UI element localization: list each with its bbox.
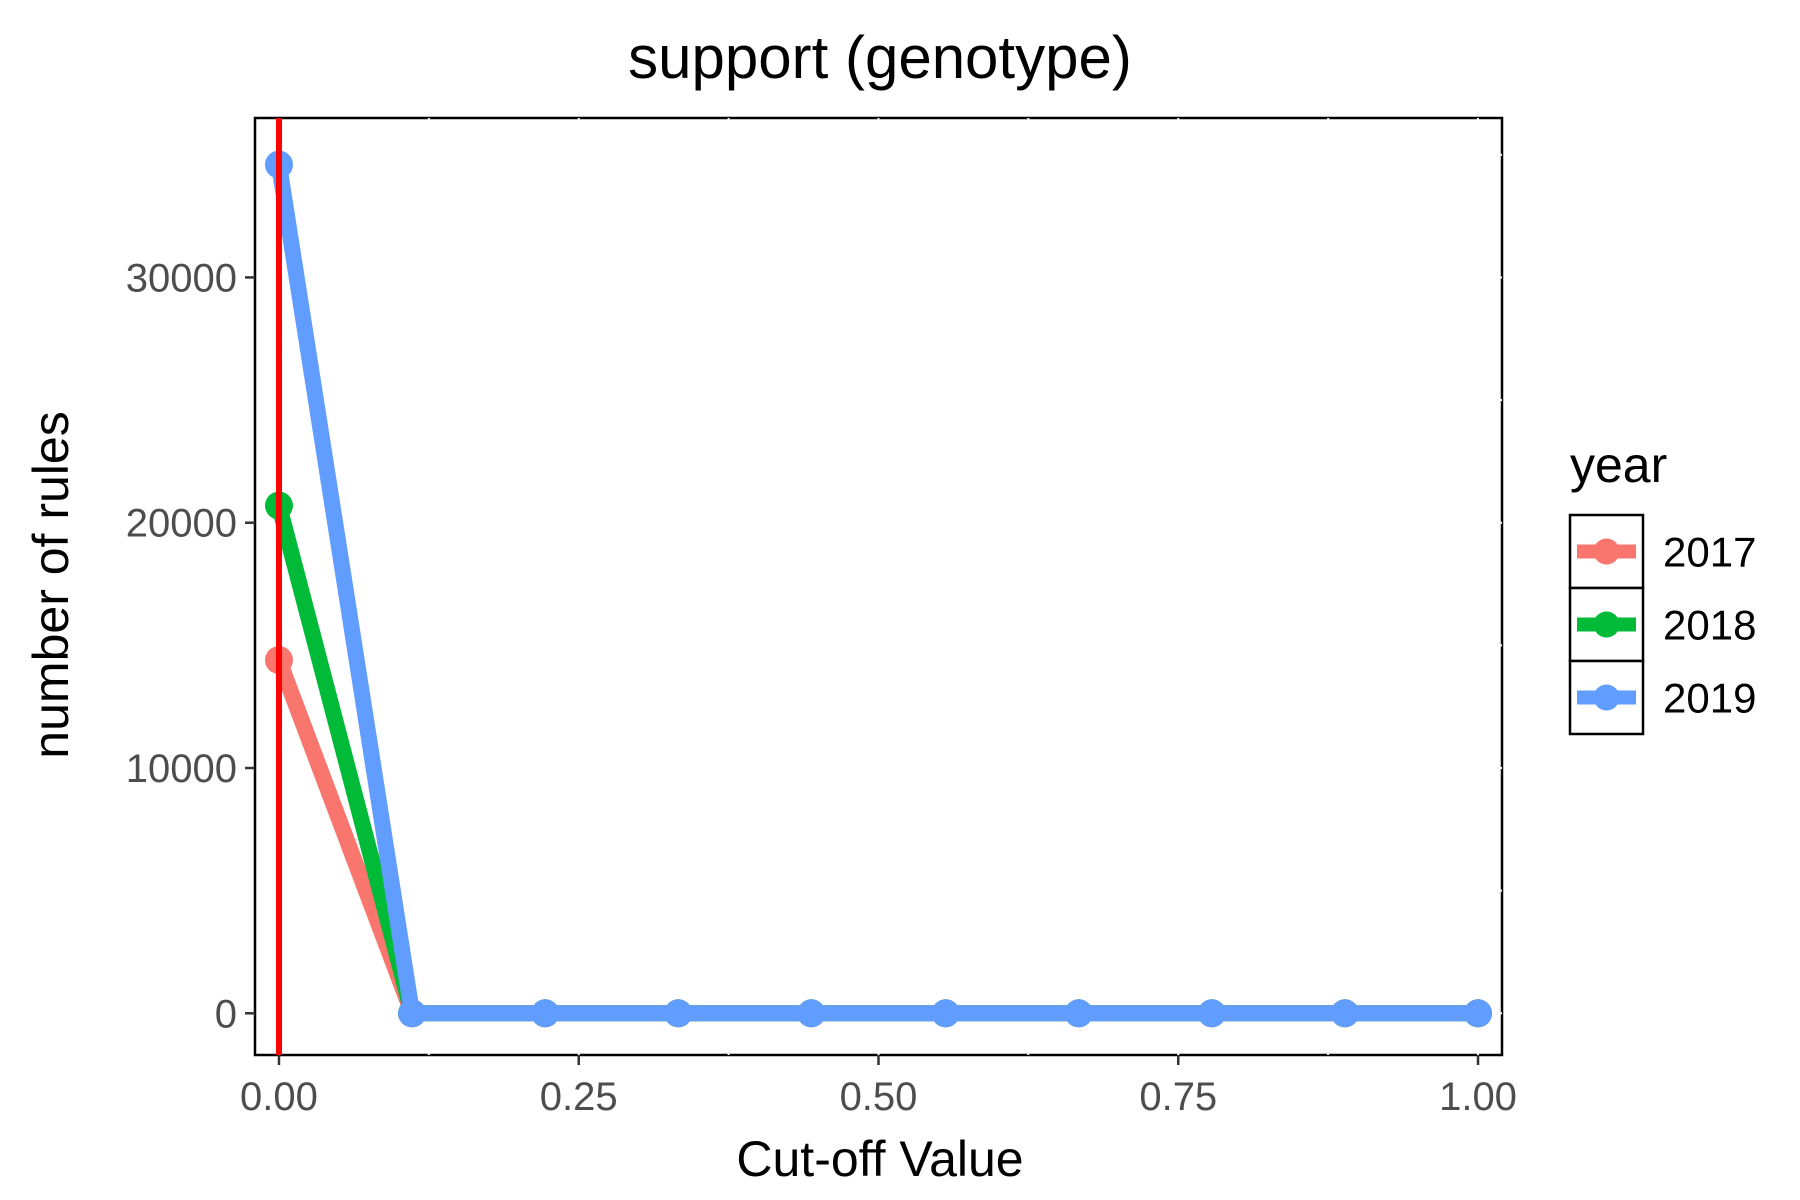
data-point-2019 [1064, 999, 1093, 1028]
data-point-2019 [931, 999, 960, 1028]
x-tick-label: 0.50 [840, 1075, 918, 1119]
legend-label-2018: 2018 [1663, 602, 1756, 649]
x-axis-title: Cut-off Value [736, 1131, 1023, 1187]
data-point-2019 [398, 999, 427, 1028]
y-axis-title: number of rules [23, 411, 79, 758]
data-point-2019 [1330, 999, 1359, 1028]
x-tick-label: 0.00 [240, 1075, 318, 1119]
legend-key-point-2018 [1593, 611, 1620, 638]
x-tick-label: 0.25 [540, 1075, 618, 1119]
legend-label-2019: 2019 [1663, 675, 1756, 722]
gridlines [277, 118, 1502, 1055]
y-tick-label: 0 [215, 992, 237, 1036]
series-layer [264, 118, 1493, 1055]
y-tick-label: 30000 [126, 256, 237, 300]
chart-title: support (genotype) [628, 24, 1132, 91]
axes: 0.00 0.25 0.50 0.75 1.00 0 10000 20000 30000 [126, 256, 1517, 1119]
y-tick-label: 20000 [126, 502, 237, 546]
legend-key-point-2019 [1593, 684, 1620, 711]
legend: year 2017 2018 2019 [1568, 437, 1756, 736]
plot-panel [253, 116, 1504, 1057]
series-line-2019 [271, 163, 1479, 1022]
data-point-2019 [664, 999, 693, 1028]
data-point-2019 [797, 999, 826, 1028]
legend-label-2017: 2017 [1663, 529, 1756, 576]
data-point-2019 [1197, 999, 1226, 1028]
data-point-2019 [1464, 999, 1493, 1028]
data-point-2019 [531, 999, 560, 1028]
x-tick-label: 0.75 [1139, 1075, 1217, 1119]
x-tick-label: 1.00 [1439, 1075, 1517, 1119]
legend-title: year [1570, 437, 1667, 493]
y-tick-label: 10000 [126, 747, 237, 791]
legend-key-point-2017 [1593, 538, 1620, 565]
series-2019 [264, 150, 1493, 1028]
